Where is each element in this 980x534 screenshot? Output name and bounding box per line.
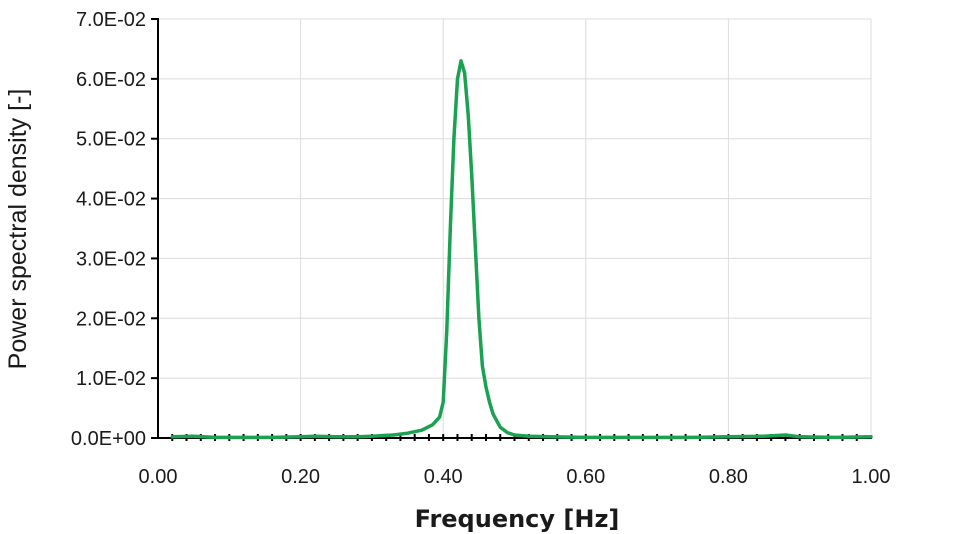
x-tick-label: 0.60: [566, 466, 605, 488]
grid-layer: [158, 18, 872, 438]
y-tick-label: 4.0E-02: [76, 189, 146, 211]
y-tick-label: 0.0E+00: [71, 428, 146, 450]
x-tick-label: 0.40: [424, 466, 463, 488]
x-tick-label: 1.00: [852, 466, 891, 488]
y-tick-label: 3.0E-02: [76, 248, 146, 270]
y-tick-label: 7.0E-02: [76, 9, 146, 31]
x-tick-label: 0.80: [709, 466, 748, 488]
series-layer: [170, 59, 873, 440]
y-axis-title: Power spectral density [-]: [4, 89, 32, 370]
psd-series-line: [170, 59, 873, 440]
x-tick-label: 0.00: [139, 466, 178, 488]
y-tick-label: 5.0E-02: [76, 129, 146, 151]
x-axis-title: Frequency [Hz]: [415, 505, 620, 533]
labels-layer: 0.0E+00 1.0E-02 2.0E-02 3.0E-02 4.0E-02 5.0E-…: [71, 9, 891, 488]
y-tick-label: 6.0E-02: [76, 69, 146, 91]
axes-layer: [157, 18, 872, 439]
y-tick-label: 1.0E-02: [76, 368, 146, 390]
y-tick-label: 2.0E-02: [76, 308, 146, 330]
x-tick-label: 0.20: [281, 466, 320, 488]
